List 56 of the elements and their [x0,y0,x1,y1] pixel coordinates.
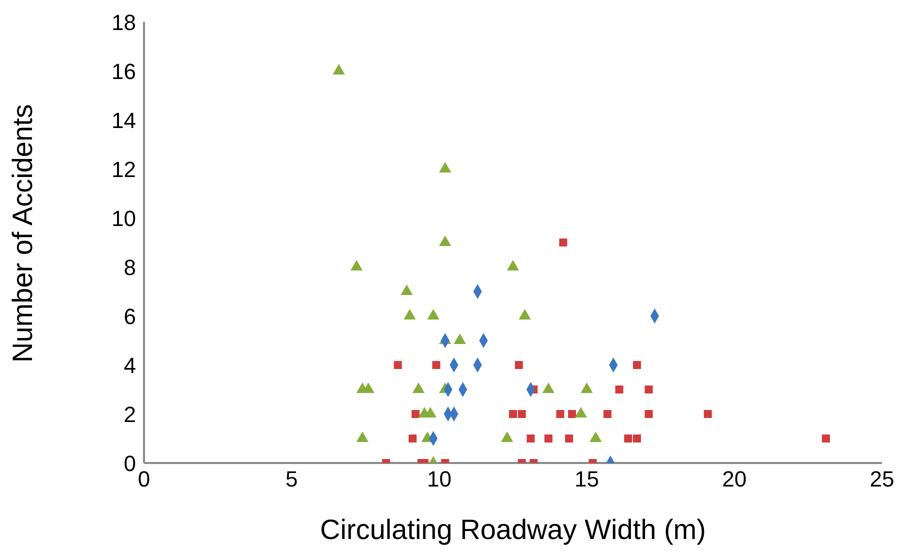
point [632,434,641,442]
x-tick-label: 10 [426,466,452,492]
point [506,260,520,271]
point [394,361,402,369]
point [439,162,452,173]
point [559,238,568,246]
point [624,434,632,442]
point [332,64,345,75]
point [400,284,413,296]
point [565,434,574,442]
point [704,410,712,418]
y-tick-label: 14 [112,108,136,133]
y-tick-label: 16 [112,58,136,84]
point [556,410,564,418]
point [518,410,526,418]
y-tick-label: 2 [124,402,136,427]
y-tick-label: 10 [112,206,136,231]
y-tick-label: 0 [124,450,136,476]
point [590,431,602,442]
y-tick-label: 8 [124,254,136,280]
x-axis-title: Circulating Roadway Width (m) [320,514,706,545]
point [432,361,440,369]
point [501,431,514,442]
point [542,382,555,394]
point [350,260,363,271]
y-axis-title: Number of Accidents [6,104,38,362]
point [603,410,612,418]
x-tick-label: 20 [722,466,747,492]
y-tick-label: 18 [112,10,136,35]
point [644,386,653,394]
point [632,361,641,369]
point [580,382,593,394]
x-tick-label: 25 [870,466,894,492]
point [356,431,369,442]
point [822,434,830,442]
point [404,308,416,320]
point [526,434,535,442]
x-tick-label: 15 [574,466,600,492]
point [454,333,466,344]
point [439,235,452,246]
point [615,386,624,394]
y-tick-label: 6 [124,304,136,329]
point [427,308,440,320]
point [544,434,552,442]
point [644,410,653,418]
point [412,410,420,418]
point [514,361,523,369]
point [509,410,517,418]
point [568,410,576,418]
x-tick-label: 5 [285,466,298,492]
point [518,308,531,320]
point [412,382,425,394]
point [408,434,417,442]
point [574,406,587,418]
y-tick-label: 12 [112,156,136,182]
y-tick-label: 4 [124,352,136,378]
